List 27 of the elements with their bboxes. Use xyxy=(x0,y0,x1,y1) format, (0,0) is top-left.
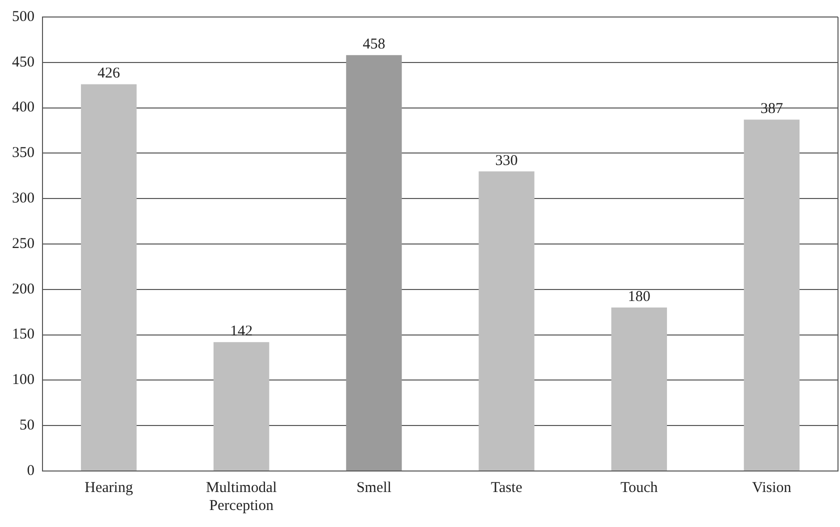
y-tick-label: 0 xyxy=(27,462,34,479)
y-tick-label: 300 xyxy=(12,190,34,207)
bar xyxy=(744,120,800,470)
y-tick-label: 100 xyxy=(12,372,34,388)
bar xyxy=(214,342,270,470)
data-label: 426 xyxy=(98,66,121,82)
x-tick-label: Taste xyxy=(490,480,523,496)
x-tick-label: Vision xyxy=(752,480,792,496)
x-tick-label: Smell xyxy=(356,480,392,496)
data-label: 330 xyxy=(495,152,518,169)
data-label: 458 xyxy=(362,36,386,53)
y-tick-label: 350 xyxy=(12,145,34,162)
y-tick-label: 200 xyxy=(12,281,34,298)
bar xyxy=(80,84,137,470)
bar xyxy=(611,308,667,470)
bar xyxy=(478,171,534,470)
y-tick-label: 150 xyxy=(12,326,34,343)
x-tick-label: Hearing xyxy=(84,480,134,496)
x-tick-label: Touch xyxy=(620,480,658,496)
x-tick-label: Multimodal Perception xyxy=(206,480,277,514)
data-label: 180 xyxy=(628,288,650,305)
y-tick-label: 50 xyxy=(20,418,34,434)
y-tick-label: 250 xyxy=(12,236,34,252)
y-tick-label: 450 xyxy=(12,54,34,70)
bar xyxy=(346,55,402,470)
y-tick-label: 400 xyxy=(12,100,34,116)
y-tick-label: 500 xyxy=(12,8,34,25)
